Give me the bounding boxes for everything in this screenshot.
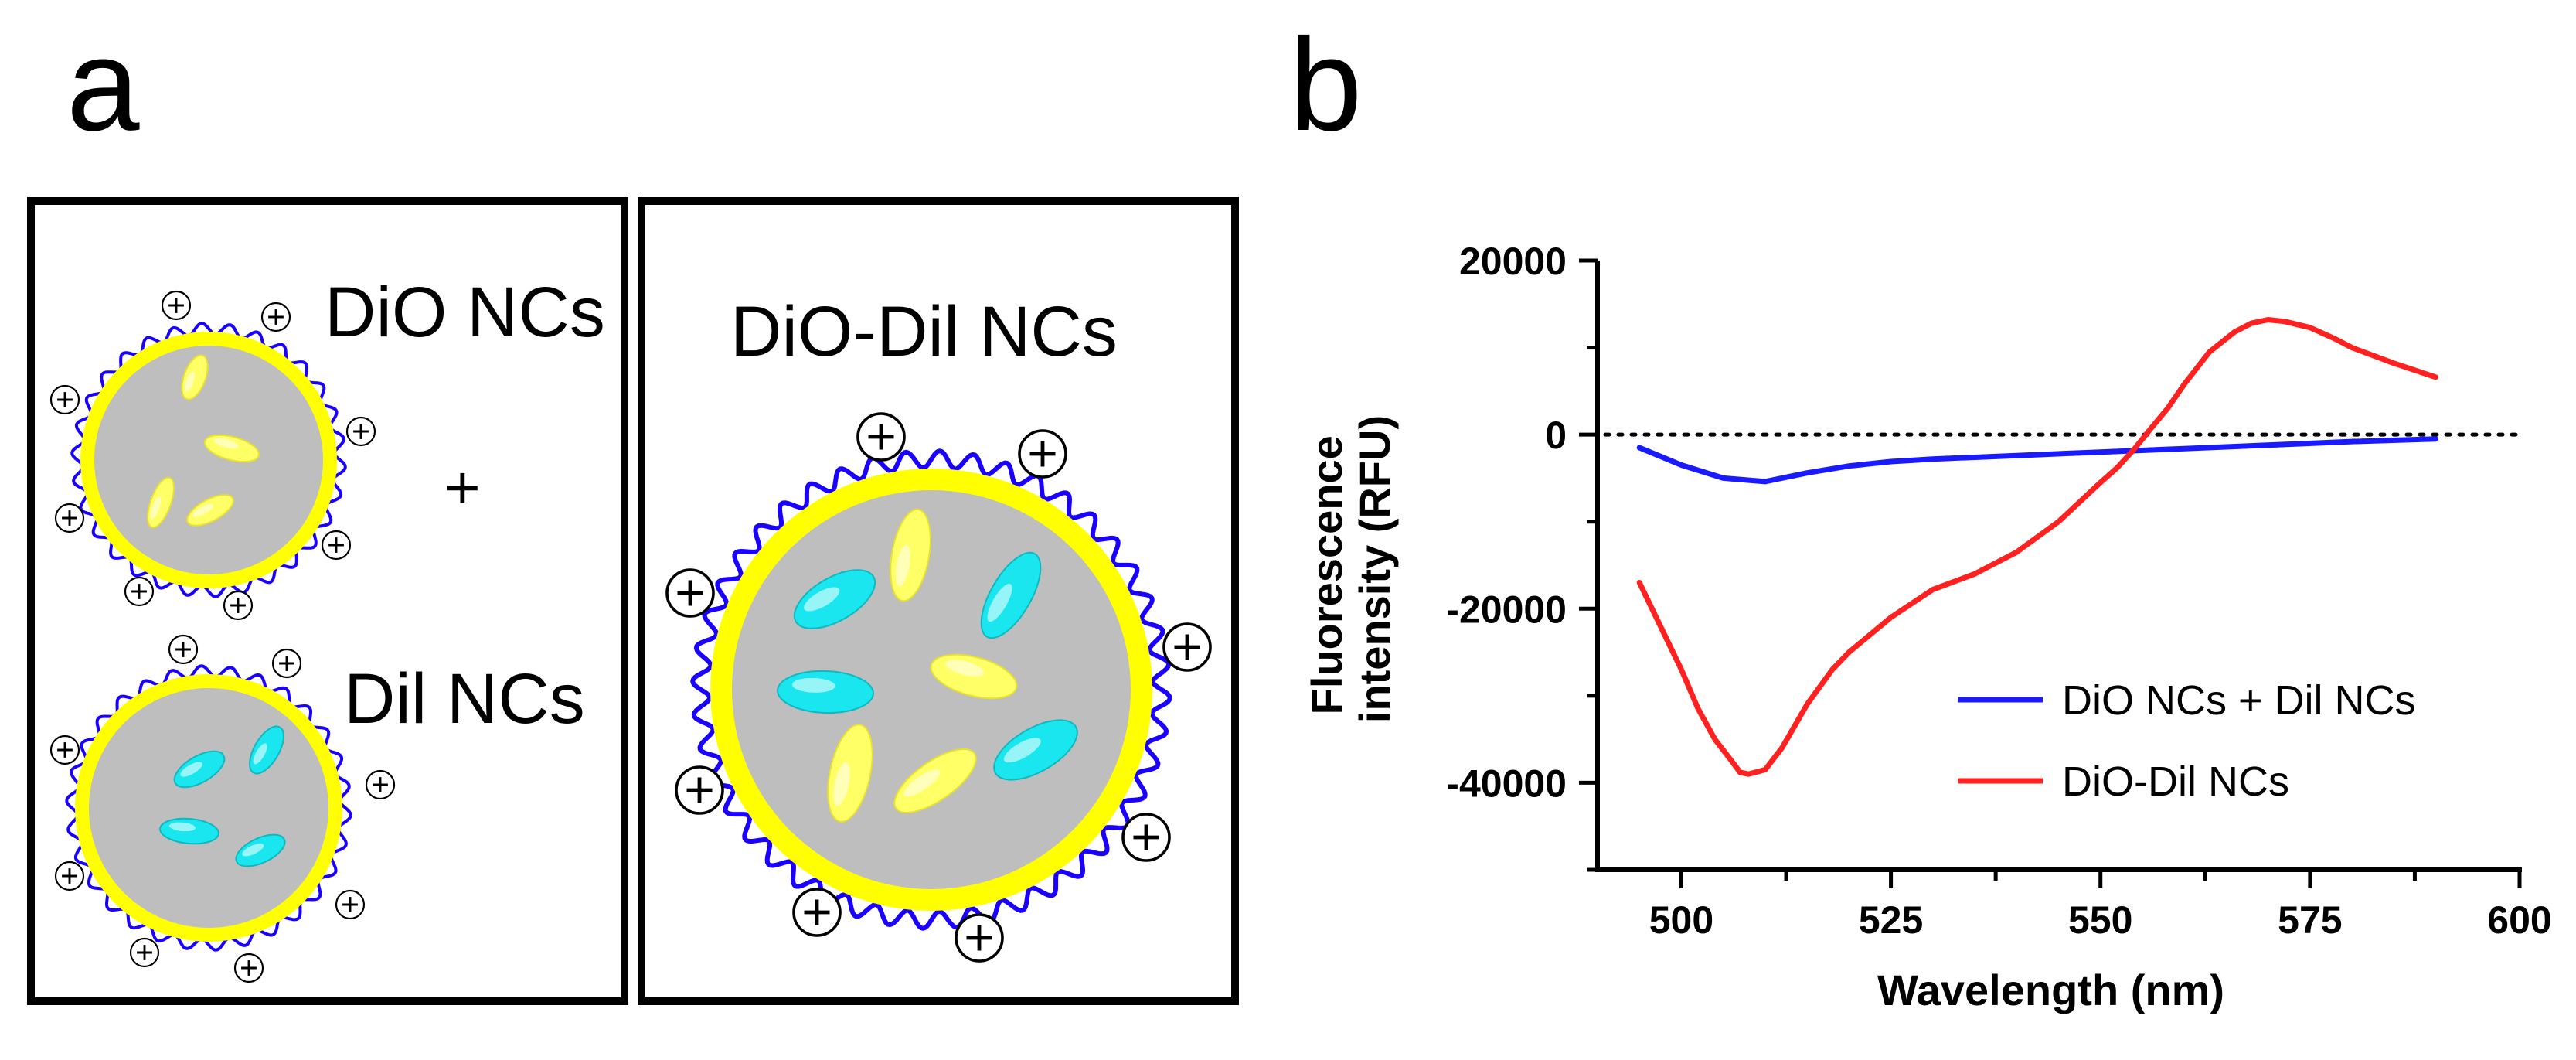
y-tick-label: -40000 (1446, 762, 1567, 805)
y-axis-title-line-2: intensity (RFU) (1350, 415, 1399, 723)
series-line-dio-dil (1636, 317, 2438, 777)
positive-charge-icon (49, 384, 80, 415)
dye-highlight (987, 583, 1012, 622)
y-tick-label: -20000 (1446, 588, 1567, 631)
positive-charge-icon (858, 414, 904, 460)
dil-dye-molecule (235, 833, 286, 867)
plus-sign: + (444, 453, 481, 522)
positive-charge-icon (794, 889, 840, 936)
series-line-mix (1636, 436, 2438, 485)
dio-nanocarrier (49, 290, 376, 621)
positive-charge-icon (260, 302, 291, 332)
dye-highlight (804, 587, 840, 612)
y-axis-title: Fluorescence intensity (RFU) (1302, 415, 1399, 723)
x-tick-label: 550 (2068, 898, 2132, 942)
dye-highlight (791, 677, 835, 693)
positive-charge-icon (233, 953, 264, 983)
separate-nanocarriers-group (49, 290, 396, 983)
chart-tick-labels: 20000 0 -20000 -40000 500 525 550 575 600 (1446, 240, 2551, 942)
dye-highlight (833, 762, 850, 806)
dil-dye-molecule (793, 569, 876, 629)
legend-label: DiO NCs + Dil NCs (2062, 677, 2416, 724)
chart-series (1636, 317, 2438, 777)
dye-highlight (253, 743, 267, 765)
ligand-corona (70, 322, 347, 598)
y-axis-title-line-1: Fluorescence (1302, 435, 1351, 714)
positive-charge-icon (54, 503, 85, 533)
positive-charge-icon (124, 576, 155, 607)
positive-charge-icon (667, 570, 713, 616)
positive-charge-icon (321, 530, 352, 561)
label-dil-ncs: Dil NCs (344, 660, 585, 738)
panel-b: b 20000 0 -20000 -40000 500 525 550 575 600 Wave… (1289, 12, 2552, 1014)
positive-charge-icon (161, 290, 192, 321)
positive-charge-icon (168, 634, 199, 665)
positive-charge-icon (1164, 624, 1210, 670)
x-tick-label: 600 (2487, 898, 2551, 942)
panel-a-box-separate (27, 197, 628, 1005)
particle-core (89, 688, 328, 928)
positive-charge-icon (956, 915, 1002, 961)
positive-charge-icon (345, 416, 376, 447)
dye-highlight (168, 822, 196, 832)
dio-dil-nanocarrier (667, 414, 1210, 961)
dio-dye-molecule (186, 494, 234, 527)
dye-highlight (192, 503, 214, 517)
label-dio-dil-ncs: DiO-Dil NCs (730, 292, 1118, 371)
positive-charge-icon (223, 590, 254, 621)
positive-charge-icon (1019, 431, 1066, 477)
legend-label: DiO-Dil NCs (2062, 758, 2289, 805)
dio-dye-molecule (893, 748, 977, 814)
positive-charge-icon (335, 889, 366, 920)
panel-a: a DiO NCs + Dil NCs DiO-Dil NCs (27, 12, 1239, 1005)
dye-highlight (184, 371, 196, 392)
label-dio-ncs: DiO NCs (325, 273, 605, 352)
dye-highlight (180, 762, 202, 777)
combined-nanocarrier-group (667, 414, 1210, 961)
panel-letter-b: b (1289, 12, 1363, 158)
ligand-corona (65, 664, 352, 952)
panel-letter-a: a (66, 12, 140, 158)
chart-legend: DiO NCs + Dil NCs DiO-Dil NCs (1958, 677, 2416, 805)
positive-charge-icon (365, 769, 396, 800)
positive-charge-icon (54, 861, 85, 891)
dye-highlight (242, 844, 264, 857)
dil-nanocarrier (49, 634, 396, 983)
chart-axes (1579, 258, 2522, 888)
fluorescence-chart: 20000 0 -20000 -40000 500 525 550 575 600 Wavele… (1302, 240, 2552, 1014)
x-axis-title: Wavelength (nm) (1877, 966, 2224, 1014)
y-tick-label: 0 (1545, 414, 1567, 457)
ligand-corona (690, 448, 1172, 931)
dye-highlight (1003, 738, 1041, 763)
dye-highlight (945, 660, 985, 677)
x-tick-label: 525 (1859, 898, 1923, 942)
panel-a-box-combined (638, 197, 1239, 1005)
x-tick-label: 500 (1649, 898, 1713, 942)
dye-highlight (150, 496, 162, 520)
x-tick-label: 575 (2278, 898, 2342, 942)
particle-core (94, 346, 323, 574)
dye-highlight (895, 544, 910, 587)
positive-charge-icon (676, 767, 723, 813)
positive-charge-icon (129, 937, 160, 968)
positive-charge-icon (271, 648, 302, 679)
y-tick-label: 20000 (1459, 240, 1567, 283)
positive-charge-icon (1123, 814, 1169, 861)
positive-charge-icon (49, 735, 80, 765)
dye-highlight (213, 438, 239, 448)
dye-highlight (903, 769, 941, 797)
dil-dye-molecule (993, 719, 1078, 781)
dil-dye-molecule (173, 750, 226, 789)
